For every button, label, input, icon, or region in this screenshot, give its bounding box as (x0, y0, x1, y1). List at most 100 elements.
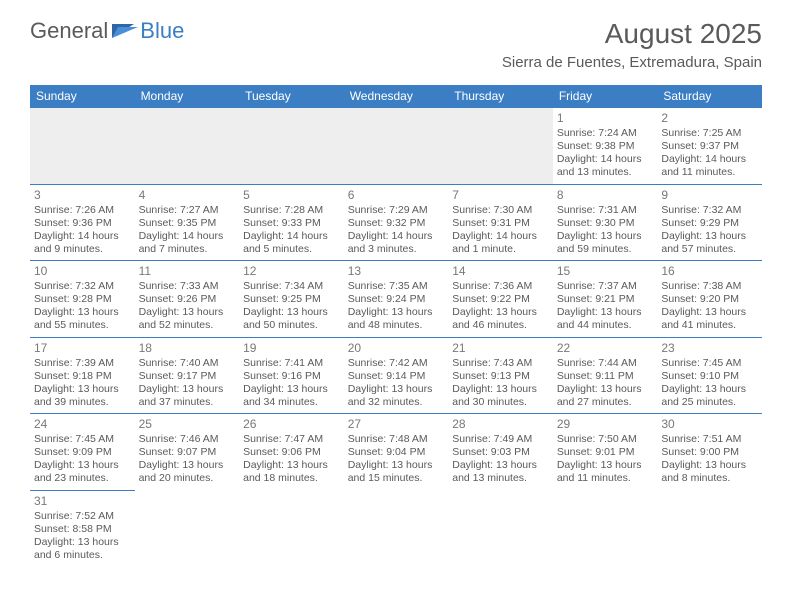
calendar-row: 17Sunrise: 7:39 AMSunset: 9:18 PMDayligh… (30, 337, 762, 414)
sunset-line: Sunset: 9:10 PM (661, 370, 758, 383)
sunrise-line: Sunrise: 7:51 AM (661, 433, 758, 446)
weekday-header: Saturday (657, 85, 762, 108)
sunrise-line: Sunrise: 7:47 AM (243, 433, 340, 446)
sunrise-line: Sunrise: 7:37 AM (557, 280, 654, 293)
day-number: 21 (452, 341, 549, 356)
daylight-line: Daylight: 13 hours and 32 minutes. (348, 383, 445, 409)
calendar-cell: 4Sunrise: 7:27 AMSunset: 9:35 PMDaylight… (135, 184, 240, 261)
daylight-line: Daylight: 13 hours and 18 minutes. (243, 459, 340, 485)
sunset-line: Sunset: 9:04 PM (348, 446, 445, 459)
weekday-header: Thursday (448, 85, 553, 108)
daylight-line: Daylight: 13 hours and 23 minutes. (34, 459, 131, 485)
sunrise-line: Sunrise: 7:32 AM (34, 280, 131, 293)
calendar-cell: 9Sunrise: 7:32 AMSunset: 9:29 PMDaylight… (657, 184, 762, 261)
daylight-line: Daylight: 13 hours and 34 minutes. (243, 383, 340, 409)
daylight-line: Daylight: 14 hours and 7 minutes. (139, 230, 236, 256)
sunset-line: Sunset: 9:25 PM (243, 293, 340, 306)
calendar-cell-empty (239, 490, 344, 566)
month-title: August 2025 (502, 18, 762, 50)
day-number: 6 (348, 188, 445, 203)
daylight-line: Daylight: 13 hours and 59 minutes. (557, 230, 654, 256)
sunset-line: Sunset: 9:37 PM (661, 140, 758, 153)
day-number: 16 (661, 264, 758, 279)
calendar-cell: 7Sunrise: 7:30 AMSunset: 9:31 PMDaylight… (448, 184, 553, 261)
sunset-line: Sunset: 9:18 PM (34, 370, 131, 383)
calendar-body: 1Sunrise: 7:24 AMSunset: 9:38 PMDaylight… (30, 108, 762, 567)
sunset-line: Sunset: 9:07 PM (139, 446, 236, 459)
day-number: 23 (661, 341, 758, 356)
calendar-row: 3Sunrise: 7:26 AMSunset: 9:36 PMDaylight… (30, 184, 762, 261)
sunrise-line: Sunrise: 7:27 AM (139, 204, 236, 217)
weekday-header: Tuesday (239, 85, 344, 108)
calendar-cell: 3Sunrise: 7:26 AMSunset: 9:36 PMDaylight… (30, 184, 135, 261)
sunset-line: Sunset: 9:24 PM (348, 293, 445, 306)
daylight-line: Daylight: 13 hours and 48 minutes. (348, 306, 445, 332)
daylight-line: Daylight: 13 hours and 39 minutes. (34, 383, 131, 409)
day-number: 30 (661, 417, 758, 432)
calendar-cell: 20Sunrise: 7:42 AMSunset: 9:14 PMDayligh… (344, 337, 449, 414)
daylight-line: Daylight: 14 hours and 11 minutes. (661, 153, 758, 179)
day-number: 1 (557, 111, 654, 126)
calendar-cell: 21Sunrise: 7:43 AMSunset: 9:13 PMDayligh… (448, 337, 553, 414)
calendar-cell: 13Sunrise: 7:35 AMSunset: 9:24 PMDayligh… (344, 261, 449, 338)
weekday-header: Monday (135, 85, 240, 108)
sunset-line: Sunset: 9:29 PM (661, 217, 758, 230)
calendar-head: SundayMondayTuesdayWednesdayThursdayFrid… (30, 85, 762, 108)
sunset-line: Sunset: 9:20 PM (661, 293, 758, 306)
calendar-cell-empty (657, 490, 762, 566)
calendar-cell: 22Sunrise: 7:44 AMSunset: 9:11 PMDayligh… (553, 337, 658, 414)
calendar-cell: 16Sunrise: 7:38 AMSunset: 9:20 PMDayligh… (657, 261, 762, 338)
sunrise-line: Sunrise: 7:39 AM (34, 357, 131, 370)
sunset-line: Sunset: 9:06 PM (243, 446, 340, 459)
sunset-line: Sunset: 9:21 PM (557, 293, 654, 306)
day-number: 28 (452, 417, 549, 432)
calendar-cell: 28Sunrise: 7:49 AMSunset: 9:03 PMDayligh… (448, 414, 553, 491)
sunrise-line: Sunrise: 7:34 AM (243, 280, 340, 293)
sunrise-line: Sunrise: 7:49 AM (452, 433, 549, 446)
sunset-line: Sunset: 9:38 PM (557, 140, 654, 153)
day-number: 5 (243, 188, 340, 203)
sunset-line: Sunset: 9:01 PM (557, 446, 654, 459)
day-number: 7 (452, 188, 549, 203)
calendar-cell: 19Sunrise: 7:41 AMSunset: 9:16 PMDayligh… (239, 337, 344, 414)
day-number: 13 (348, 264, 445, 279)
calendar-cell: 17Sunrise: 7:39 AMSunset: 9:18 PMDayligh… (30, 337, 135, 414)
calendar-row: 1Sunrise: 7:24 AMSunset: 9:38 PMDaylight… (30, 108, 762, 185)
calendar-cell-empty (448, 108, 553, 185)
sunrise-line: Sunrise: 7:43 AM (452, 357, 549, 370)
calendar-cell: 2Sunrise: 7:25 AMSunset: 9:37 PMDaylight… (657, 108, 762, 185)
daylight-line: Daylight: 13 hours and 25 minutes. (661, 383, 758, 409)
daylight-line: Daylight: 13 hours and 55 minutes. (34, 306, 131, 332)
daylight-line: Daylight: 13 hours and 8 minutes. (661, 459, 758, 485)
daylight-line: Daylight: 13 hours and 37 minutes. (139, 383, 236, 409)
calendar-cell: 31Sunrise: 7:52 AMSunset: 8:58 PMDayligh… (30, 490, 135, 566)
calendar-cell: 15Sunrise: 7:37 AMSunset: 9:21 PMDayligh… (553, 261, 658, 338)
day-number: 3 (34, 188, 131, 203)
daylight-line: Daylight: 13 hours and 52 minutes. (139, 306, 236, 332)
sunrise-line: Sunrise: 7:52 AM (34, 510, 131, 523)
day-number: 8 (557, 188, 654, 203)
sunrise-line: Sunrise: 7:35 AM (348, 280, 445, 293)
sunrise-line: Sunrise: 7:36 AM (452, 280, 549, 293)
sunset-line: Sunset: 9:32 PM (348, 217, 445, 230)
sunset-line: Sunset: 9:03 PM (452, 446, 549, 459)
sunset-line: Sunset: 9:22 PM (452, 293, 549, 306)
day-number: 10 (34, 264, 131, 279)
day-number: 31 (34, 494, 131, 509)
sunrise-line: Sunrise: 7:41 AM (243, 357, 340, 370)
calendar-cell: 30Sunrise: 7:51 AMSunset: 9:00 PMDayligh… (657, 414, 762, 491)
daylight-line: Daylight: 13 hours and 44 minutes. (557, 306, 654, 332)
daylight-line: Daylight: 13 hours and 20 minutes. (139, 459, 236, 485)
daylight-line: Daylight: 13 hours and 30 minutes. (452, 383, 549, 409)
calendar-row: 24Sunrise: 7:45 AMSunset: 9:09 PMDayligh… (30, 414, 762, 491)
calendar-cell: 23Sunrise: 7:45 AMSunset: 9:10 PMDayligh… (657, 337, 762, 414)
calendar-cell-empty (135, 490, 240, 566)
sunrise-line: Sunrise: 7:28 AM (243, 204, 340, 217)
sunset-line: Sunset: 9:17 PM (139, 370, 236, 383)
calendar-cell: 8Sunrise: 7:31 AMSunset: 9:30 PMDaylight… (553, 184, 658, 261)
weekday-header: Friday (553, 85, 658, 108)
sunrise-line: Sunrise: 7:29 AM (348, 204, 445, 217)
brand-part1: General (30, 18, 108, 44)
brand-logo: General Blue (30, 18, 184, 44)
location: Sierra de Fuentes, Extremadura, Spain (502, 54, 762, 71)
